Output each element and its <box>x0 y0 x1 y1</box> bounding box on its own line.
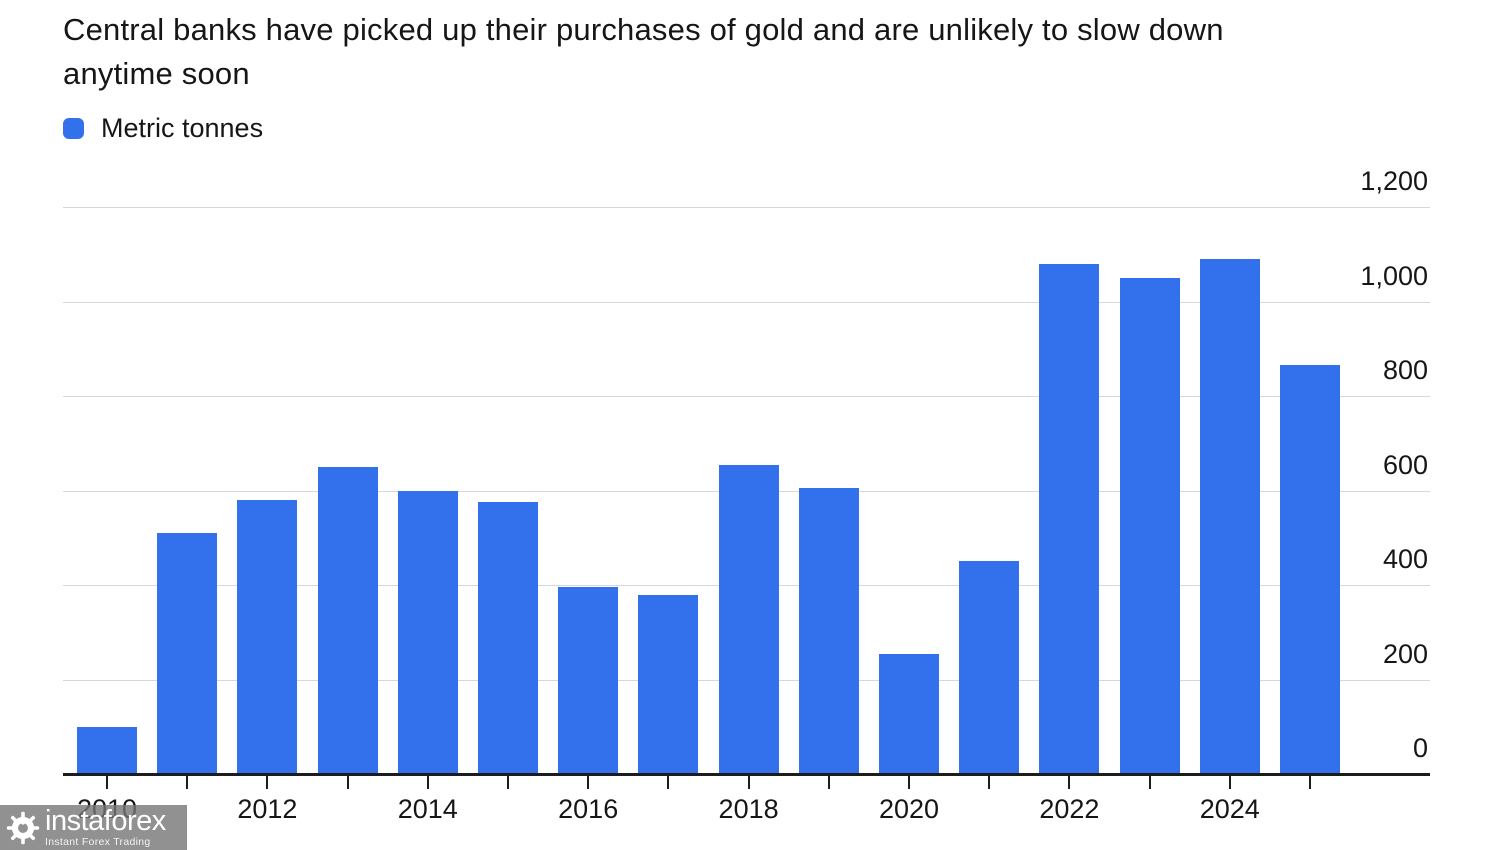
x-axis-label-2016: 2016 <box>558 794 619 824</box>
instaforex-tagline-text: Instant Forex Trading <box>45 836 151 849</box>
chart-legend: Metric tonnes <box>63 112 264 143</box>
legend-swatch-icon <box>63 117 84 139</box>
x-axis-label-2024: 2024 <box>1199 794 1260 824</box>
x-axis-tick-2021 <box>988 776 991 789</box>
bar-2023 <box>1119 277 1180 774</box>
y-axis-label-1,000: 1,000 <box>1360 260 1428 291</box>
instaforex-watermark: instaforex Instant Forex Trading <box>0 805 187 850</box>
gridline-y-1,200 <box>63 207 1430 208</box>
x-axis-tick-2015 <box>507 776 509 789</box>
bar-2020 <box>879 653 939 774</box>
legend-label: Metric tonnes <box>101 112 264 143</box>
x-axis-tick-2019 <box>827 776 830 789</box>
x-axis-label-2012: 2012 <box>237 794 298 824</box>
x-axis-tick-2012 <box>266 776 269 789</box>
x-axis-tick-2011 <box>186 776 189 789</box>
y-axis-label-200: 200 <box>1382 638 1428 669</box>
bar-2013 <box>317 466 378 774</box>
gridline-y-800 <box>63 396 1430 397</box>
bar-2019 <box>798 488 859 774</box>
bar-2012 <box>237 499 298 774</box>
x-axis-tick-2018 <box>747 776 750 789</box>
x-axis-tick-2022 <box>1068 776 1071 789</box>
x-axis-tick-2017 <box>667 776 670 789</box>
x-axis-label-2018: 2018 <box>718 794 779 824</box>
bar-2022 <box>1039 263 1100 774</box>
x-axis-tick-2020 <box>908 776 910 789</box>
x-axis-label-2022: 2022 <box>1039 794 1100 824</box>
x-axis-tick-2014 <box>426 776 429 789</box>
bar-2010 <box>77 726 137 775</box>
x-axis-tick-2023 <box>1148 776 1151 789</box>
bar-2018 <box>718 464 779 774</box>
x-axis-tick-2016 <box>587 776 590 789</box>
instaforex-brand-text: instaforex <box>45 805 166 838</box>
bar-2025 <box>1280 365 1340 774</box>
x-axis-tick-2025 <box>1309 776 1311 789</box>
x-axis-tick-2013 <box>346 776 349 789</box>
bar-2024 <box>1199 259 1260 774</box>
y-axis-label-1,200: 1,200 <box>1360 166 1428 196</box>
y-axis-label-400: 400 <box>1382 544 1428 574</box>
bar-2021 <box>959 561 1020 774</box>
x-axis-baseline <box>63 773 1430 776</box>
y-axis-label-800: 800 <box>1382 355 1428 385</box>
x-axis-tick-2024 <box>1228 776 1231 789</box>
bar-2016 <box>558 587 619 774</box>
x-axis-tick-2010 <box>106 776 108 789</box>
bar-2011 <box>157 533 218 774</box>
bar-2015 <box>478 502 538 774</box>
x-axis-label-2020: 2020 <box>878 794 940 824</box>
x-axis-label-2014: 2014 <box>397 794 458 824</box>
y-axis-label-0: 0 <box>1412 733 1428 763</box>
y-axis-label-600: 600 <box>1382 449 1428 480</box>
gridline-y-1,000 <box>63 301 1430 303</box>
bar-2014 <box>397 490 458 774</box>
chart-title: Central banks have picked up their purch… <box>63 8 1463 96</box>
chart-title-line1: Central banks have picked up their purch… <box>63 12 1224 47</box>
chart-title-line2: anytime soon <box>63 56 250 91</box>
gear-icon <box>6 811 40 844</box>
bar-2017 <box>638 594 699 774</box>
